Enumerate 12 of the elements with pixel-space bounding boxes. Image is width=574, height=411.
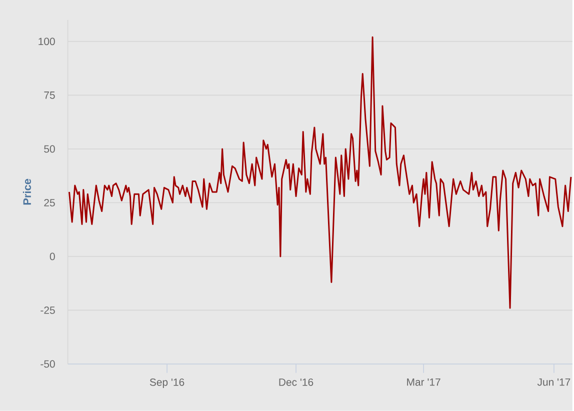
x-tick-label: Mar '17 bbox=[407, 378, 440, 386]
y-tick-label: 25 bbox=[44, 199, 55, 206]
x-tick-label: Sep '16 bbox=[150, 378, 184, 388]
y-tick-label: 75 bbox=[44, 92, 55, 99]
x-tick-label: Dec '16 bbox=[279, 378, 314, 386]
x-tick-label: Jun '17 bbox=[537, 378, 570, 386]
y-tick-label: 0 bbox=[50, 252, 55, 260]
y-tick-label: -50 bbox=[40, 360, 55, 368]
y-tick-label: 50 bbox=[44, 145, 55, 153]
y-tick-label: -25 bbox=[40, 306, 55, 314]
y-tick-label: 100 bbox=[38, 38, 55, 46]
y-axis-title: Price bbox=[22, 178, 32, 205]
